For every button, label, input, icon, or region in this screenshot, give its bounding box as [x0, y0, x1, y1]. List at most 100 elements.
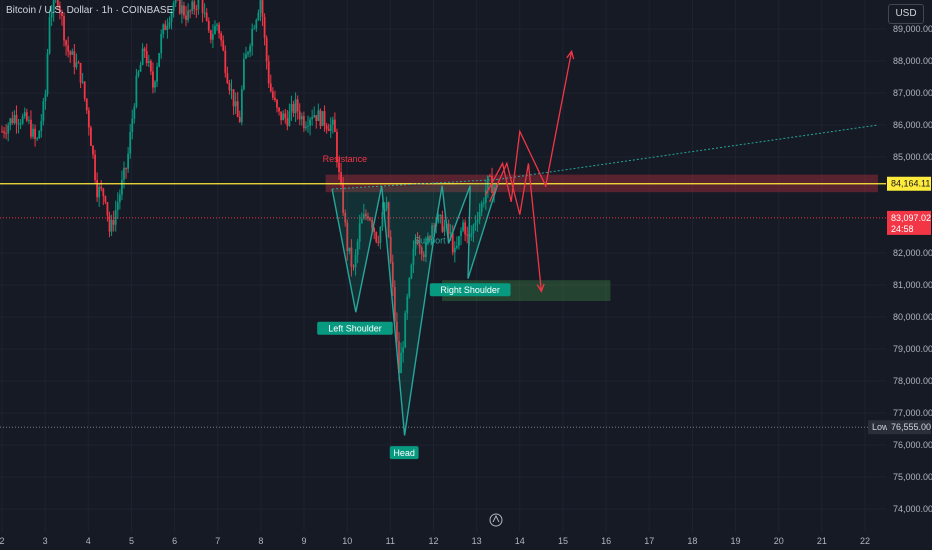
candle-body	[420, 247, 423, 255]
candle-body	[402, 347, 405, 353]
candle-body	[137, 71, 140, 76]
candle-body	[61, 12, 63, 16]
candle-body	[32, 128, 34, 137]
candle-body	[90, 127, 92, 146]
head-and-shoulders-pattern	[331, 124, 879, 436]
time-axis[interactable]: 2 3 4 5 6 7 8 9 10 11 12 13 14 15 16 17 18 19 20 21 22	[0, 513, 886, 550]
candle-body	[96, 180, 99, 198]
candle-body	[160, 34, 163, 54]
low-price-tag-bg	[887, 420, 931, 435]
candle-body	[209, 30, 212, 40]
candle-body	[178, 0, 181, 14]
candle-body	[482, 202, 485, 204]
candle-body	[108, 215, 111, 232]
current-price-tag-bg	[887, 210, 931, 235]
candle-body	[247, 52, 249, 54]
candle-body	[385, 202, 388, 209]
price-tick-label: 89,000.00	[893, 24, 932, 34]
candle-body	[7, 125, 10, 134]
candle-body	[104, 196, 107, 203]
candle-body	[288, 111, 291, 126]
bull-path-line	[484, 51, 573, 202]
annotations: Resistance Support Left Shoulder Head Right …	[317, 154, 511, 460]
candle-body	[46, 53, 49, 95]
left-shoulder-label-bg	[317, 321, 393, 335]
currency-button[interactable]: USD	[888, 4, 924, 24]
candle-body	[52, 0, 55, 13]
candle-body	[327, 128, 330, 131]
candle-body	[404, 313, 407, 348]
candle-body	[245, 53, 247, 59]
candle-body	[352, 266, 355, 268]
candle-body	[11, 118, 14, 124]
candle-body	[218, 24, 220, 34]
candle-body	[346, 222, 349, 252]
candle-body	[187, 10, 189, 20]
candle-body	[443, 226, 446, 232]
candle-body	[185, 15, 187, 20]
candle-body	[58, 5, 61, 13]
candle-body	[183, 5, 185, 16]
candle-body	[255, 19, 258, 29]
candle-body	[75, 62, 78, 68]
candle-body	[3, 131, 5, 134]
right-shoulder-label-bg	[429, 283, 511, 297]
time-tick-label: 10	[342, 536, 352, 546]
candle-body	[44, 94, 47, 102]
candle-body	[226, 72, 229, 84]
candle-body	[323, 111, 326, 126]
candle-body	[207, 20, 210, 31]
candle-body	[238, 117, 241, 123]
candle-body	[284, 113, 287, 119]
candle-body	[489, 175, 491, 177]
pattern-zigzag	[331, 182, 499, 436]
candle-body	[377, 241, 380, 243]
candle-body	[69, 51, 72, 55]
candle-body	[228, 83, 231, 91]
price-axis[interactable]: 89,000.00 88,000.00 87,000.00 86,000.00 85,0…	[868, 0, 932, 550]
time-tick-label: 3	[43, 536, 48, 546]
price-tick-label: 81,000.00	[893, 280, 932, 290]
candle-body	[381, 212, 384, 227]
candle-body	[290, 103, 293, 112]
candle-body	[274, 97, 276, 100]
resistance-label: Resistance	[323, 154, 368, 164]
candle-body	[307, 125, 309, 127]
candle-body	[416, 239, 419, 244]
price-tick-label: 87,000.00	[893, 88, 932, 98]
candle-body	[34, 128, 36, 139]
candle-body	[152, 71, 154, 88]
candle-body	[271, 91, 274, 98]
low-price-tag: 76,555.00	[891, 422, 931, 432]
candle-body	[83, 81, 86, 99]
time-tick-label: 8	[258, 536, 263, 546]
candle-body	[453, 247, 456, 253]
candle-body	[40, 120, 43, 132]
candle-body	[30, 119, 32, 137]
candle-body	[63, 15, 65, 41]
time-tick-label: 21	[817, 536, 827, 546]
candle-body	[476, 219, 479, 223]
candle-body	[451, 232, 454, 253]
candle-body	[406, 296, 409, 314]
candle-body	[222, 40, 225, 51]
price-tick-label: 80,000.00	[893, 312, 932, 322]
candle-body	[143, 48, 146, 52]
time-tick-label: 13	[472, 536, 482, 546]
resistance-price-tag-bg	[887, 176, 931, 191]
candle-body	[19, 123, 22, 125]
candle-body	[253, 28, 256, 30]
candle-body	[240, 89, 243, 123]
candle-body	[391, 261, 394, 287]
price-tick-label: 86,000.00	[893, 120, 932, 130]
candle-body	[125, 168, 127, 170]
time-tick-label: 9	[302, 536, 307, 546]
candle-body	[236, 101, 239, 118]
resistance-price-tag: 84,164.11	[891, 179, 930, 189]
candle-body	[398, 341, 400, 374]
candle-body	[298, 111, 301, 120]
candle-body	[25, 112, 28, 121]
candle-body	[292, 103, 295, 114]
candle-body	[296, 99, 299, 112]
